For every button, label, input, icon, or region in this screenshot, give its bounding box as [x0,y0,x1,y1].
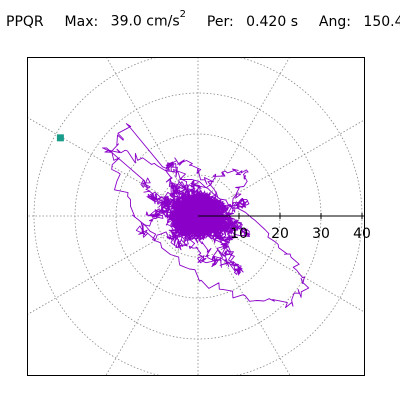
max-label: Max: [64,13,99,30]
radial-axis [198,213,364,219]
radial-tick-label-3: 30 [312,226,330,242]
max-value: 39.0 cm/s2 [110,9,187,30]
angle-value: 150.4 [363,13,400,30]
radial-tick-label-2: 20 [271,226,289,242]
max-unit-exponent: 2 [179,9,187,20]
grid-spoke-60 [197,58,290,217]
angle-label: Ang: [318,13,351,30]
period-value: 0.420 s [246,13,298,30]
station-code: PPQR [6,13,44,30]
motion-trace [101,123,310,309]
trace-core [168,190,229,241]
peak-marker [56,134,64,142]
grid-spoke-210 [28,215,199,315]
period-label: Per: [206,13,234,30]
max-value-text: 39.0 cm/s [110,13,180,30]
header-bar: PPQR Max: 39.0 cm/s2 Per: 0.420 s Ang: 1… [6,9,400,40]
grid-spoke-300 [197,215,291,375]
radial-tick-labels: 10 20 30 40 [230,226,371,242]
peak-marker-group [56,134,64,142]
grid-spoke-330 [197,215,364,313]
radial-tick-label-1: 10 [230,226,248,242]
radial-tick-label-4: 40 [353,226,371,242]
grid-spoke-30 [197,119,364,217]
